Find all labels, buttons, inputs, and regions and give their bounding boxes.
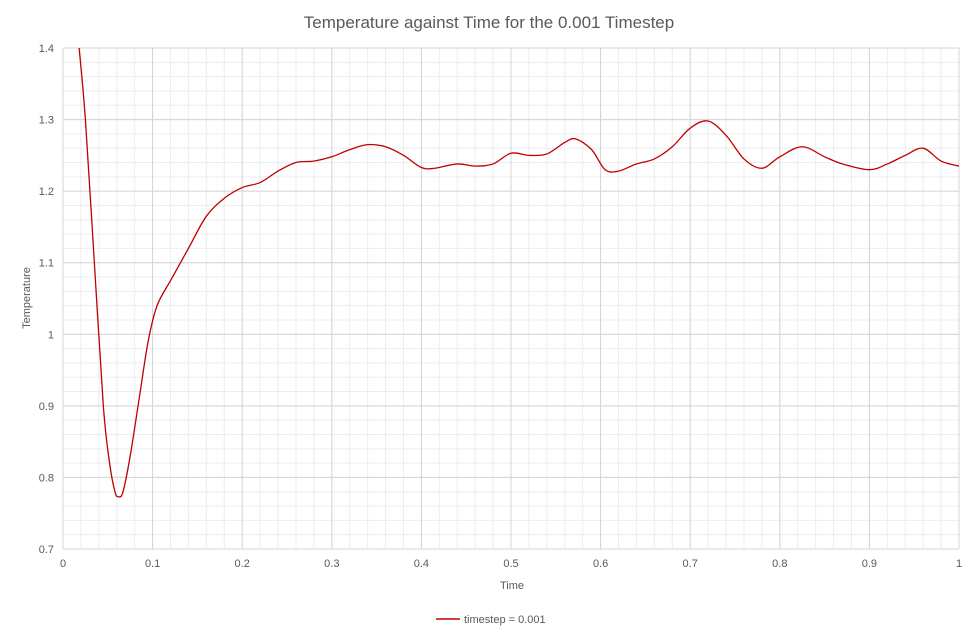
y-tick-label: 1: [48, 329, 54, 341]
y-axis-label: Temperature: [21, 267, 33, 329]
x-tick-label: 0.4: [414, 558, 429, 570]
y-tick-label: 0.8: [39, 472, 54, 484]
y-tick-label: 1.1: [39, 258, 54, 270]
x-tick-label: 0.2: [235, 558, 250, 570]
x-tick-label: 0.9: [862, 558, 877, 570]
legend: timestep = 0.001: [436, 614, 546, 626]
x-axis-label: Time: [500, 580, 524, 592]
chart-title: Temperature against Time for the 0.001 T…: [304, 13, 674, 32]
x-tick-label: 0.3: [324, 558, 339, 570]
x-tick-label: 0.1: [145, 558, 160, 570]
tick-labels: 0 0.1 0.2 0.3 0.4 0.5 0.6 0.7 0.8 0.9 1 0.7 0.8 0.9 1 1…: [39, 43, 962, 570]
grid: [62, 47, 960, 550]
y-tick-label: 1.3: [39, 115, 54, 127]
x-tick-label: 0.5: [503, 558, 518, 570]
x-tick-label: 0: [60, 558, 66, 570]
y-tick-label: 0.7: [39, 544, 54, 556]
y-tick-label: 1.2: [39, 186, 54, 198]
series-line-1: [78, 48, 959, 498]
series-layer: [78, 48, 959, 498]
y-tick-label: 0.9: [39, 401, 54, 413]
x-tick-label: 0.7: [683, 558, 698, 570]
x-tick-label: 0.8: [772, 558, 787, 570]
x-tick-label: 1: [956, 558, 962, 570]
legend-label-series-1: timestep = 0.001: [464, 614, 546, 626]
x-tick-label: 0.6: [593, 558, 608, 570]
y-tick-label: 1.4: [39, 43, 54, 55]
